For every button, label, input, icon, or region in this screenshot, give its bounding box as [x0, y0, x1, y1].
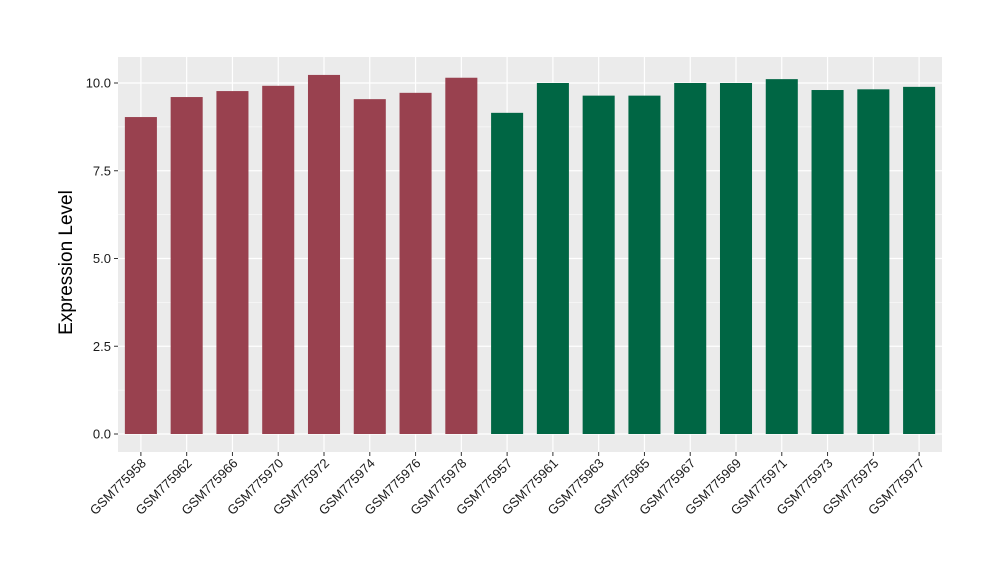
y-tick-label: 0.0: [93, 427, 111, 442]
bar-GSM775969: [719, 83, 753, 434]
y-tick-label: 7.5: [93, 163, 111, 178]
bar-GSM775972: [307, 74, 341, 434]
bar-GSM775973: [811, 90, 844, 435]
bar-GSM775977: [903, 86, 936, 435]
bar-GSM775957: [491, 112, 524, 435]
y-tick-label: 5.0: [93, 251, 111, 266]
bar-GSM775976: [399, 92, 432, 434]
bar-GSM775962: [170, 97, 203, 434]
bar-GSM775967: [674, 83, 707, 434]
y-tick-label: 10.0: [86, 76, 111, 91]
bar-GSM775963: [582, 95, 615, 435]
y-tick-label: 2.5: [93, 339, 111, 354]
bar-GSM775974: [353, 99, 386, 435]
plot-panel: [118, 57, 942, 452]
y-axis-label: Expression Level: [56, 190, 77, 335]
bar-GSM775966: [216, 91, 249, 434]
bar-GSM775965: [628, 95, 661, 435]
bar-GSM775958: [124, 117, 157, 434]
bar-GSM775961: [536, 83, 569, 434]
bar-GSM775978: [445, 77, 478, 435]
bar-GSM775971: [765, 79, 798, 434]
bar-GSM775970: [262, 85, 295, 435]
x-axis: GSM775958GSM775962GSM775966GSM775970GSM7…: [87, 452, 927, 518]
bar-GSM775975: [857, 89, 890, 435]
y-axis: 0.0 2.5 5.0 7.5 10.0: [86, 76, 118, 442]
bars: [124, 74, 936, 435]
